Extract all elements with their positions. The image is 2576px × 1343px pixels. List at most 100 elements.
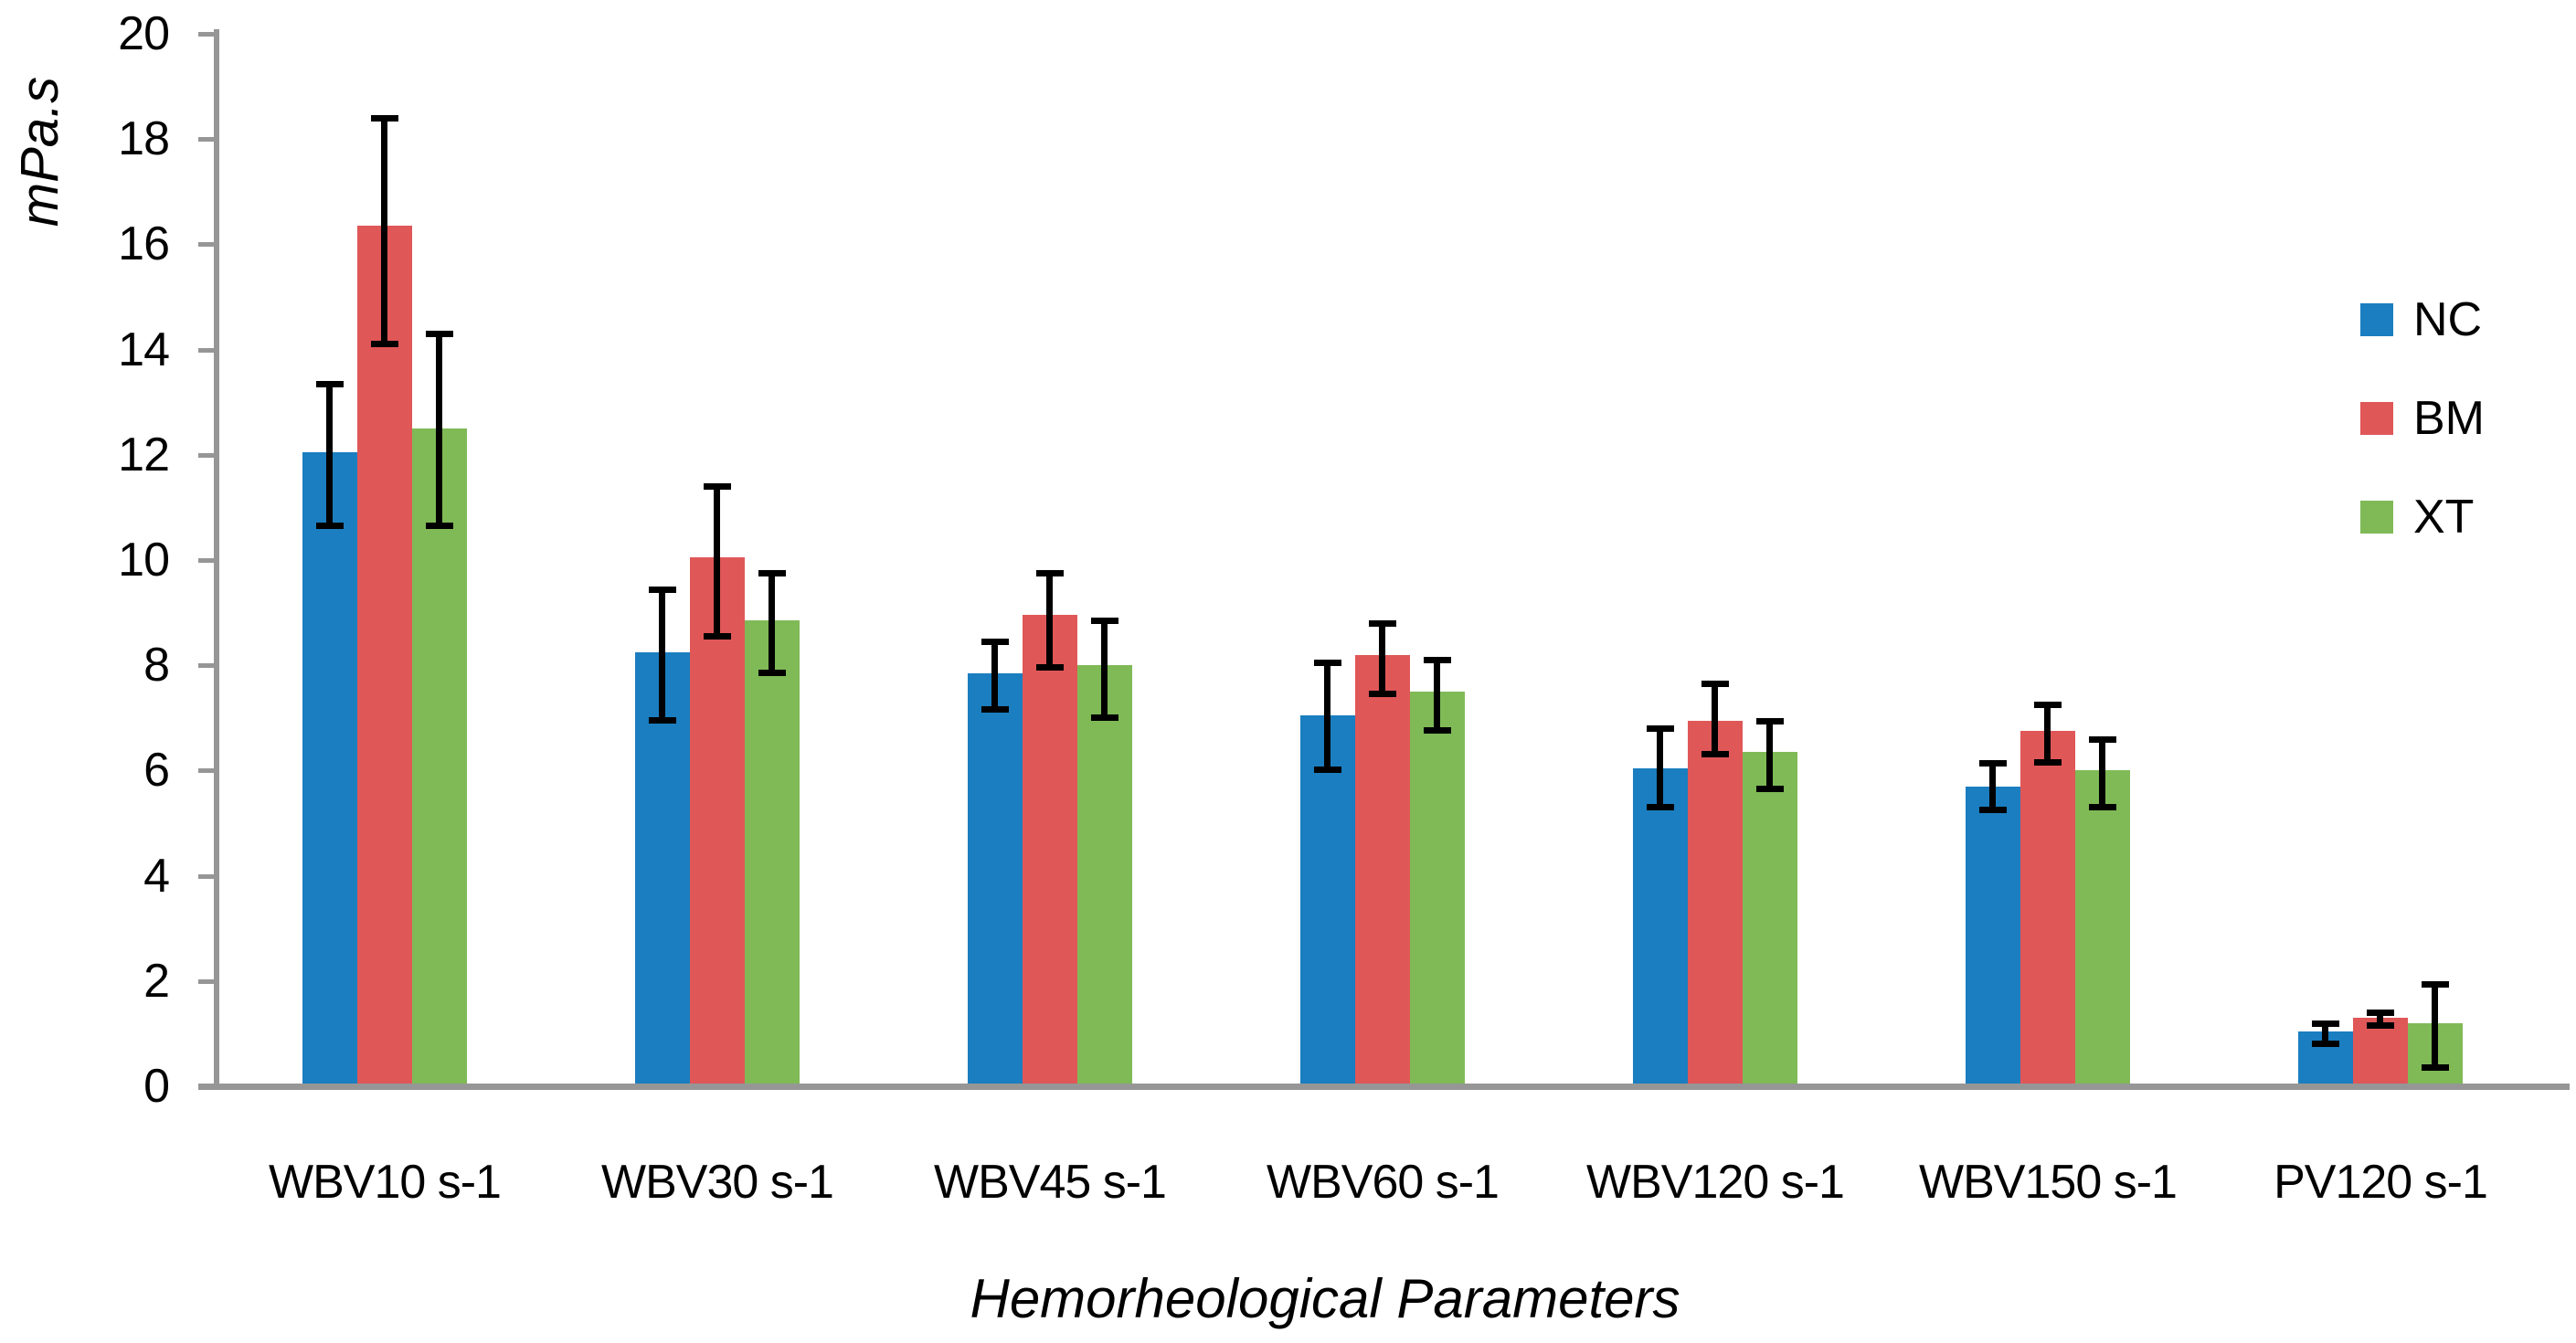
legend-label-xt: XT: [2413, 491, 2475, 544]
error-cap-top: [1701, 681, 1729, 687]
bar-nc-2: [635, 652, 690, 1087]
bar-xt-1: [412, 428, 467, 1087]
bar-bm-2: [690, 557, 745, 1087]
error-bar-nc-5: [1657, 728, 1663, 808]
y-tick: [198, 32, 217, 37]
y-axis-line: [214, 29, 219, 1090]
y-tick-label: 12: [118, 428, 170, 481]
y-tick-label: 6: [143, 744, 170, 797]
error-cap-top: [649, 587, 676, 593]
y-tick-label: 8: [143, 639, 170, 692]
legend-entry-xt: XT: [2360, 491, 2475, 544]
error-cap-bottom: [2089, 804, 2116, 810]
y-tick-label: 4: [143, 850, 170, 903]
y-tick: [198, 979, 217, 984]
error-bar-xt-7: [2432, 984, 2438, 1068]
error-cap-top: [2034, 702, 2062, 708]
error-bar-nc-2: [659, 589, 665, 721]
error-cap-top: [1091, 618, 1118, 624]
error-cap-bottom: [316, 523, 344, 529]
bar-nc-6: [1966, 787, 2020, 1087]
error-cap-bottom: [649, 717, 676, 724]
legend-swatch-xt: [2360, 501, 2393, 534]
error-bar-xt-2: [769, 573, 775, 673]
x-category-label: PV120 s-1: [2274, 1156, 2488, 1209]
legend-entry-nc: NC: [2360, 293, 2483, 346]
bar-bm-6: [2020, 731, 2075, 1087]
bar-bm-7: [2353, 1018, 2408, 1087]
x-axis-line: [198, 1084, 2570, 1090]
x-category-label: WBV120 s-1: [1586, 1156, 1845, 1209]
legend-swatch-nc: [2360, 303, 2393, 336]
error-cap-bottom: [1756, 786, 1784, 792]
y-tick: [198, 663, 217, 668]
error-cap-top: [2367, 1010, 2394, 1016]
error-bar-xt-4: [1434, 660, 1440, 731]
bar-bm-3: [1023, 615, 1077, 1087]
bar-bm-5: [1688, 721, 1743, 1087]
error-cap-top: [758, 570, 786, 576]
error-bar-xt-6: [2099, 739, 2105, 808]
error-bar-nc-3: [991, 641, 998, 710]
error-cap-bottom: [1314, 767, 1341, 773]
error-cap-bottom: [2312, 1041, 2339, 1047]
bar-nc-3: [968, 673, 1023, 1087]
error-cap-top: [2089, 736, 2116, 743]
error-cap-bottom: [426, 523, 453, 529]
error-bar-nc-4: [1324, 662, 1330, 770]
error-cap-bottom: [2422, 1064, 2449, 1071]
y-tick-label: 20: [118, 7, 170, 60]
error-cap-top: [1369, 620, 1396, 627]
error-cap-bottom: [1424, 727, 1451, 734]
error-cap-top: [1979, 760, 2007, 767]
bar-xt-4: [1410, 692, 1465, 1087]
y-tick: [198, 768, 217, 773]
error-bar-bm-7: [2377, 1012, 2383, 1026]
y-tick: [198, 137, 217, 142]
error-cap-top: [1424, 657, 1451, 663]
y-tick: [198, 874, 217, 879]
error-cap-top: [1036, 570, 1064, 576]
error-cap-bottom: [1091, 714, 1118, 721]
error-cap-bottom: [1036, 664, 1064, 671]
error-cap-bottom: [981, 706, 1009, 713]
y-tick-label: 0: [143, 1060, 170, 1113]
error-cap-bottom: [704, 633, 731, 640]
legend-swatch-bm: [2360, 402, 2393, 435]
bar-xt-6: [2075, 770, 2130, 1087]
y-tick-label: 14: [118, 323, 170, 376]
error-cap-top: [2422, 981, 2449, 988]
error-cap-bottom: [2367, 1022, 2394, 1029]
error-cap-top: [704, 483, 731, 490]
error-bar-xt-3: [1101, 620, 1108, 718]
error-cap-bottom: [758, 670, 786, 676]
error-cap-bottom: [1647, 804, 1674, 810]
error-bar-bm-5: [1712, 683, 1718, 755]
bar-xt-5: [1743, 752, 1797, 1087]
error-bar-nc-7: [2322, 1023, 2328, 1044]
y-tick: [198, 558, 217, 563]
y-tick-label: 18: [118, 112, 170, 165]
bar-xt-3: [1077, 665, 1132, 1087]
legend-label-nc: NC: [2413, 293, 2483, 346]
error-bar-bm-1: [381, 118, 387, 344]
x-category-label: WBV30 s-1: [601, 1156, 834, 1209]
error-bar-nc-1: [326, 384, 333, 526]
error-cap-top: [371, 115, 398, 122]
x-category-label: WBV150 s-1: [1919, 1156, 2178, 1209]
x-category-label: WBV10 s-1: [269, 1156, 502, 1209]
x-category-label: WBV45 s-1: [934, 1156, 1167, 1209]
y-tick: [198, 242, 217, 247]
error-cap-top: [2312, 1020, 2339, 1027]
bar-nc-4: [1300, 715, 1355, 1087]
error-bar-xt-1: [436, 333, 442, 526]
y-tick-label: 16: [118, 217, 170, 270]
error-cap-top: [426, 331, 453, 337]
error-cap-bottom: [1701, 751, 1729, 757]
error-cap-top: [981, 639, 1009, 645]
error-cap-top: [1756, 718, 1784, 724]
error-cap-bottom: [371, 341, 398, 347]
bar-nc-5: [1633, 768, 1688, 1087]
